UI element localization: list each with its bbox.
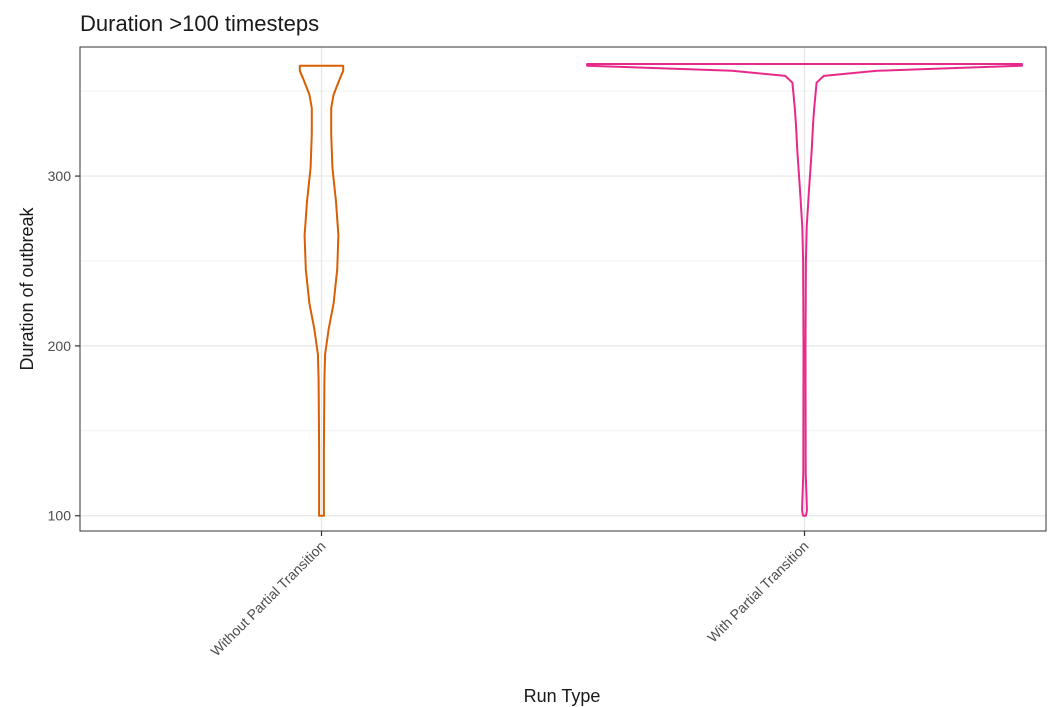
x-axis: Without Partial Transition With Partial T… bbox=[207, 531, 812, 659]
y-axis-title: Duration of outbreak bbox=[17, 206, 37, 370]
violins bbox=[298, 63, 1023, 517]
grid bbox=[80, 47, 1046, 531]
y-tick-label: 200 bbox=[48, 338, 72, 354]
chart-title: Duration >100 timesteps bbox=[80, 11, 319, 36]
x-tick-label: Without Partial Transition bbox=[207, 538, 328, 659]
x-axis-title: Run Type bbox=[524, 686, 601, 706]
y-tick-label: 100 bbox=[48, 508, 72, 524]
y-tick-label: 300 bbox=[48, 168, 72, 184]
violin-without-partial-transition bbox=[298, 64, 345, 517]
panel-border bbox=[79, 46, 1047, 532]
x-tick-label: With Partial Transition bbox=[704, 538, 812, 646]
violin-with-partial-transition bbox=[586, 63, 1023, 517]
y-axis: 100 200 300 bbox=[48, 168, 80, 524]
